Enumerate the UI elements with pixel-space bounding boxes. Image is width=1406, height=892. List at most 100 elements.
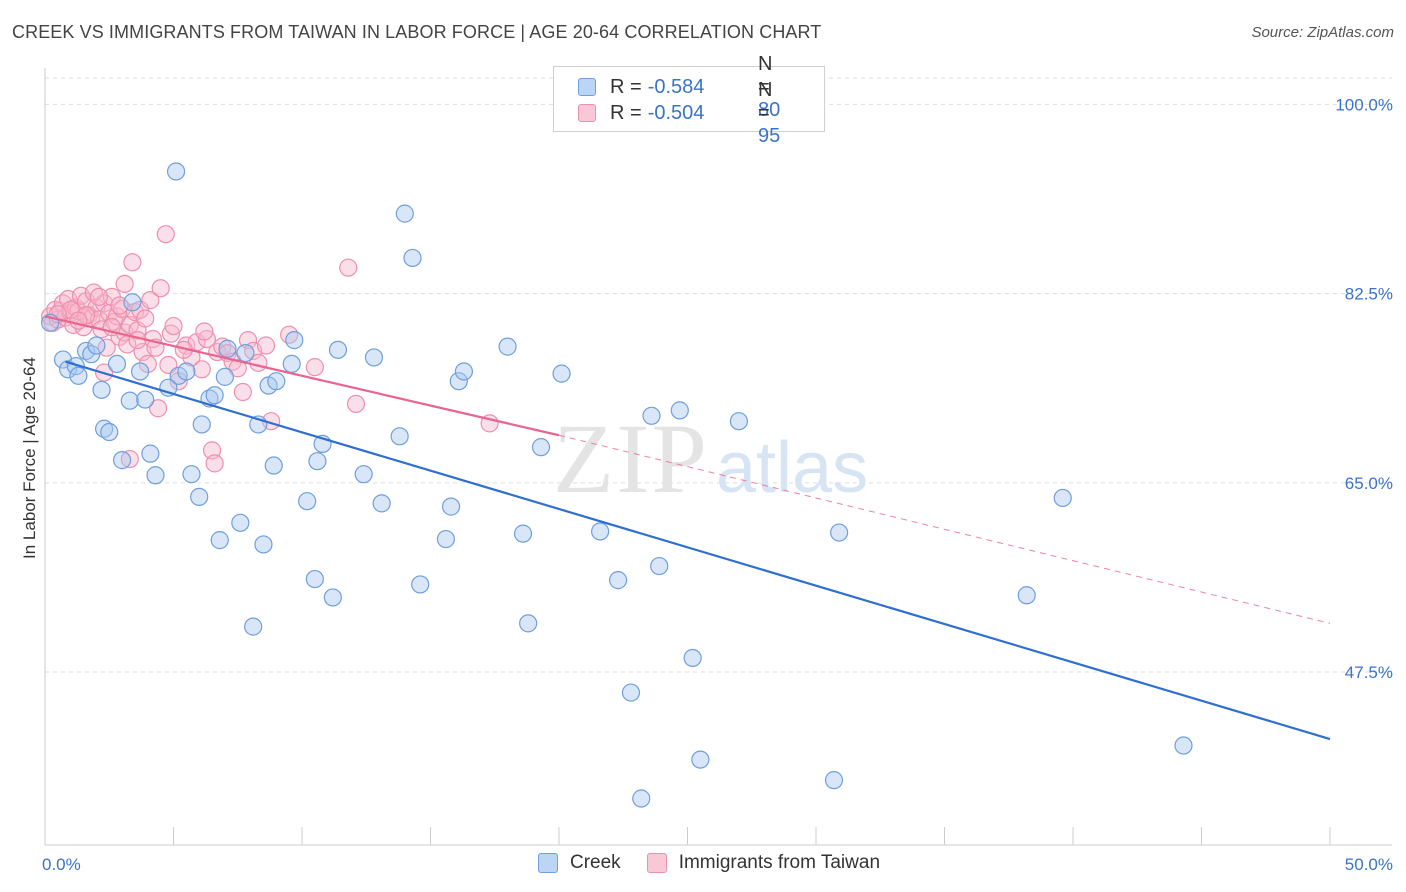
creek-point	[210, 531, 229, 550]
creek-point	[82, 345, 101, 364]
r-label: R =	[610, 75, 642, 98]
creek-point	[141, 444, 160, 463]
creek-point	[519, 614, 538, 633]
creek-point	[403, 248, 422, 268]
creek-swatch	[578, 78, 596, 96]
creek-point	[264, 456, 283, 475]
creek-point	[298, 492, 317, 511]
r-label: R =	[610, 101, 642, 124]
taiwan-point	[115, 274, 134, 293]
creek-point	[254, 535, 273, 554]
x-tick-label: 50.0%	[1345, 855, 1393, 874]
taiwan-point	[151, 279, 170, 298]
n-value: 95	[758, 124, 781, 147]
n-group: N = 80	[758, 53, 780, 122]
creek-points	[41, 162, 1193, 808]
creek-point	[609, 571, 628, 590]
n-group: N = 95	[758, 79, 780, 148]
taiwan-point	[195, 322, 214, 341]
creek-point	[244, 617, 263, 636]
creek-point	[591, 522, 610, 541]
creek-point	[305, 569, 324, 589]
creek-point	[100, 422, 119, 442]
creek-point	[354, 465, 373, 484]
creek-point	[166, 162, 186, 181]
watermark: ZIP atlas	[553, 403, 868, 514]
creek-point	[182, 465, 201, 484]
creek-point	[411, 575, 430, 594]
creek-point	[177, 362, 196, 381]
creek-point	[92, 380, 111, 399]
creek-point	[621, 683, 641, 702]
y-tick-label: 100.0%	[1335, 95, 1393, 114]
creek-point	[552, 364, 571, 383]
taiwan-point	[123, 253, 142, 272]
creek-point	[449, 372, 468, 391]
r-value: -0.504	[647, 101, 705, 124]
r-value: -0.584	[647, 75, 705, 98]
creek-point	[642, 406, 661, 425]
creek-point	[87, 336, 106, 355]
creek-point	[1174, 736, 1193, 755]
regression-lines	[44, 315, 1331, 741]
creek-point	[231, 513, 250, 532]
creek-point	[267, 372, 286, 391]
creek-point	[513, 524, 533, 543]
watermark-zip: ZIP	[553, 403, 709, 514]
taiwan-point	[120, 449, 139, 469]
creek-point	[441, 497, 461, 516]
creek-point	[95, 419, 114, 438]
creek-point	[192, 415, 211, 434]
series-legend: Creek Immigrants from Taiwan	[538, 852, 906, 874]
taiwan-points	[41, 225, 499, 473]
creek-point	[136, 390, 155, 409]
taiwan-point	[89, 287, 109, 306]
n-label: N =	[758, 52, 773, 98]
creek-point	[123, 293, 142, 312]
creek-point	[146, 466, 165, 485]
taiwan-point	[141, 291, 160, 310]
y-tick-label: 47.5%	[1345, 663, 1393, 682]
creek-point	[112, 451, 132, 470]
taiwan-regression-line	[44, 315, 560, 437]
taiwan-point	[256, 336, 276, 355]
creek-point	[670, 401, 689, 420]
creek-point	[691, 750, 710, 769]
creek-point	[69, 366, 88, 385]
n-label: N =	[758, 78, 773, 124]
creek-point	[107, 354, 127, 374]
creek-point	[395, 204, 414, 223]
taiwan-point	[233, 382, 252, 402]
legend-item-taiwan[interactable]: Immigrants from Taiwan	[646, 852, 880, 874]
taiwan-regression-extension	[558, 434, 1331, 624]
creek-point	[282, 354, 301, 374]
creek-point	[364, 348, 384, 367]
creek-point	[285, 331, 304, 350]
taiwan-point	[280, 325, 299, 344]
creek-regression-line	[65, 360, 1331, 741]
x-tick-label: 0.0%	[42, 855, 81, 874]
creek-point	[308, 452, 327, 471]
legend-row-creek: R = -0.584 N = 80	[578, 53, 780, 121]
legend-row-taiwan: R = -0.504 N = 95	[578, 79, 780, 147]
taiwan-point	[305, 358, 324, 377]
creek-point	[1053, 488, 1072, 508]
axes	[44, 68, 1392, 846]
source-label: Source: ZipAtlas.com	[1251, 24, 1394, 41]
creek-point	[390, 427, 409, 446]
y-tick-label: 65.0%	[1345, 474, 1393, 493]
chart-title: CREEK VS IMMIGRANTS FROM TAIWAN IN LABOR…	[12, 22, 822, 42]
creek-legend-label: Creek	[570, 852, 621, 873]
taiwan-point	[136, 309, 155, 328]
taiwan-point	[156, 225, 175, 244]
creek-point	[824, 771, 844, 790]
taiwan-point	[205, 454, 224, 473]
creek-swatch	[538, 853, 558, 873]
creek-point	[454, 362, 474, 381]
creek-point	[1017, 586, 1036, 605]
legend-item-creek[interactable]: Creek	[538, 852, 621, 874]
creek-point	[215, 367, 234, 386]
creek-point	[190, 487, 209, 506]
taiwan-swatch	[578, 104, 596, 122]
